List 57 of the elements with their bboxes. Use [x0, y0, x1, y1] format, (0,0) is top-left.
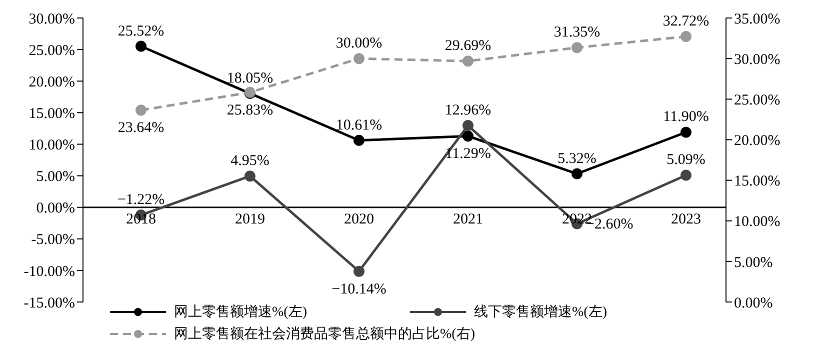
- point: [572, 42, 582, 54]
- data-label: −1.22%: [117, 192, 165, 208]
- y2-tick-label: 35.00%: [734, 11, 780, 28]
- data-label: 12.96%: [444, 102, 492, 119]
- point: [354, 266, 364, 277]
- x-tick-label: 2018: [126, 211, 156, 228]
- data-label: 11.90%: [663, 109, 709, 126]
- data-label: 5.09%: [666, 152, 706, 168]
- data-label: 5.32%: [558, 150, 596, 167]
- legend-label: 网上零售额在社会消费品零售总额中的占比%(右): [174, 325, 475, 343]
- point: [354, 134, 364, 146]
- y-tick-label: 15.00%: [28, 106, 75, 122]
- data-label: 30.00%: [336, 36, 382, 52]
- x-tick-label: 2021: [453, 211, 483, 228]
- point: [462, 130, 474, 142]
- y-tick-label: -10.00%: [24, 264, 75, 280]
- point: [572, 168, 582, 180]
- y-tick-label: 20.00%: [28, 74, 75, 90]
- legend-label: 网上零售额增速%(左): [174, 303, 307, 321]
- data-label: 25.52%: [118, 23, 164, 40]
- x-tick-label: 2019: [235, 211, 265, 228]
- point: [136, 104, 146, 116]
- y-tick-label: 5.00%: [36, 169, 75, 186]
- y2-tick-label: 30.00%: [734, 52, 780, 68]
- data-label: 31.35%: [554, 24, 600, 41]
- y2-tick-label: 20.00%: [734, 133, 780, 150]
- y-tick-label: 0.00%: [36, 200, 75, 217]
- y-tick-label: 30.00%: [28, 11, 75, 28]
- x-tick-label: 2020: [344, 211, 374, 228]
- data-label: 18.05%: [226, 70, 274, 86]
- point: [136, 40, 146, 52]
- point: [680, 170, 692, 181]
- y2-tick-label: 25.00%: [734, 92, 780, 108]
- x-tick-label: 2023: [671, 211, 701, 228]
- point: [354, 53, 364, 64]
- data-label: −10.14%: [332, 281, 386, 298]
- y-tick-label: -5.00%: [31, 232, 75, 248]
- data-label: 29.69%: [444, 38, 492, 54]
- y2-tick-label: 15.00%: [734, 174, 780, 190]
- y2-tick-label: 0.00%: [734, 295, 773, 312]
- point: [680, 31, 692, 42]
- y-tick-label: -15.00%: [24, 295, 75, 312]
- data-label: 11.29%: [445, 146, 491, 162]
- y-tick-label: 10.00%: [28, 138, 75, 154]
- point: [462, 56, 474, 67]
- data-label: 25.83%: [226, 102, 274, 118]
- y2-tick-label: 5.00%: [734, 254, 773, 271]
- data-label: 23.64%: [118, 120, 164, 136]
- data-label: 10.61%: [336, 117, 382, 134]
- legend-label: 线下零售额增速%(左): [474, 303, 607, 321]
- point: [462, 120, 474, 132]
- data-label: 32.72%: [662, 14, 710, 30]
- point: [680, 126, 692, 138]
- data-label: 4.95%: [230, 153, 270, 170]
- y2-tick-label: 10.00%: [734, 214, 780, 230]
- y-tick-label: 25.00%: [28, 42, 75, 59]
- point: [244, 170, 256, 182]
